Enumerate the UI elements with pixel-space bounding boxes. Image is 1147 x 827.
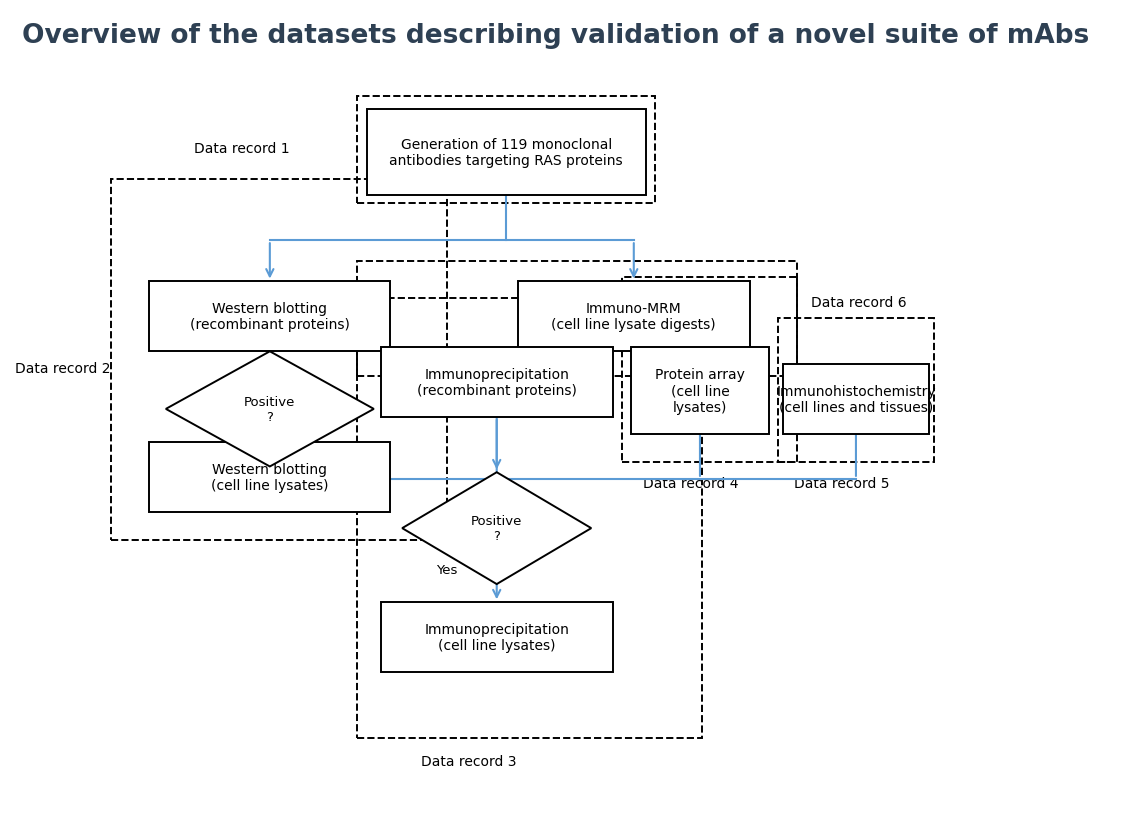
Text: Data record 5: Data record 5 bbox=[795, 476, 890, 490]
FancyBboxPatch shape bbox=[632, 348, 768, 434]
Text: Data record 3: Data record 3 bbox=[421, 754, 516, 768]
Text: Western blotting
(recombinant proteins): Western blotting (recombinant proteins) bbox=[190, 302, 350, 332]
Text: Data record 1: Data record 1 bbox=[194, 142, 290, 156]
Text: Data record 4: Data record 4 bbox=[643, 476, 739, 490]
Text: Immunohistochemistry
(cell lines and tissues): Immunohistochemistry (cell lines and tis… bbox=[777, 384, 936, 414]
FancyBboxPatch shape bbox=[381, 348, 612, 418]
Text: Overview of the datasets describing validation of a novel suite of mAbs: Overview of the datasets describing vali… bbox=[22, 23, 1089, 50]
Text: Data record 6: Data record 6 bbox=[811, 295, 906, 309]
Text: Immunoprecipitation
(recombinant proteins): Immunoprecipitation (recombinant protein… bbox=[416, 368, 577, 398]
Text: Positive
?: Positive ? bbox=[471, 514, 522, 543]
Text: Western blotting
(cell line lysates): Western blotting (cell line lysates) bbox=[211, 462, 328, 492]
Text: Immunoprecipitation
(cell line lysates): Immunoprecipitation (cell line lysates) bbox=[424, 622, 569, 653]
Text: Yes: Yes bbox=[436, 563, 458, 576]
Text: Positive
?: Positive ? bbox=[244, 395, 296, 423]
FancyBboxPatch shape bbox=[149, 282, 390, 352]
Polygon shape bbox=[166, 352, 374, 467]
Text: Immuno-MRM
(cell line lysate digests): Immuno-MRM (cell line lysate digests) bbox=[552, 302, 716, 332]
FancyBboxPatch shape bbox=[149, 442, 390, 512]
Text: Yes: Yes bbox=[208, 444, 229, 457]
FancyBboxPatch shape bbox=[381, 602, 612, 672]
Text: Protein array
(cell line
lysates): Protein array (cell line lysates) bbox=[655, 368, 744, 414]
Polygon shape bbox=[403, 473, 591, 585]
FancyBboxPatch shape bbox=[518, 282, 750, 352]
Text: Generation of 119 monoclonal
antibodies targeting RAS proteins: Generation of 119 monoclonal antibodies … bbox=[389, 137, 623, 168]
FancyBboxPatch shape bbox=[367, 109, 646, 196]
FancyBboxPatch shape bbox=[782, 364, 929, 434]
Text: Data record 2: Data record 2 bbox=[15, 361, 110, 375]
